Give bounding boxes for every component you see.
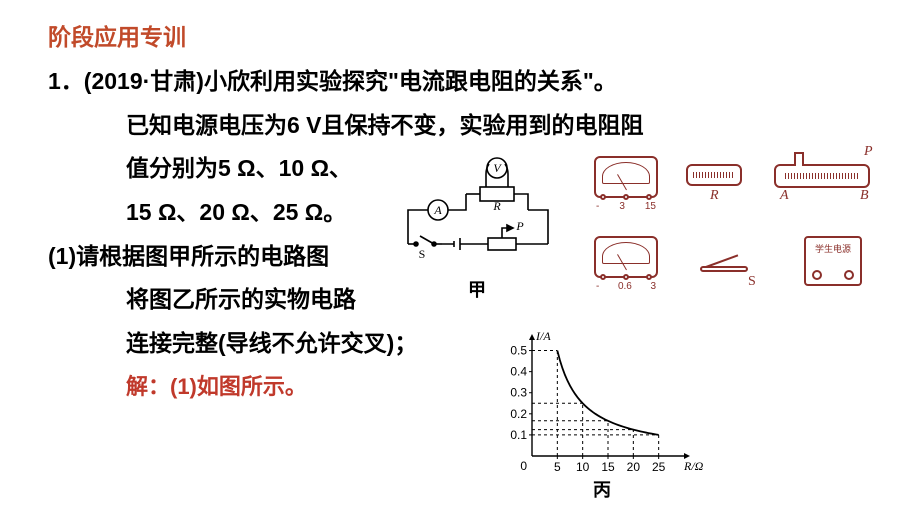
am-s0: - xyxy=(596,281,599,292)
resistor-label: R xyxy=(492,199,501,213)
q-l0: 小欣利用实验探究"电流跟电阻的关系"。 xyxy=(204,68,617,94)
q-source: (2019·甘肃) xyxy=(84,68,204,94)
schematic-caption: 甲 xyxy=(468,276,486,302)
ammeter-label: A xyxy=(433,203,442,217)
q-number: 1． xyxy=(48,68,84,94)
voltmeter-label: V xyxy=(493,161,502,175)
vm-s1: 3 xyxy=(619,201,625,212)
svg-text:R/Ω: R/Ω xyxy=(683,459,704,473)
psu-label: 学生电源 xyxy=(806,242,860,255)
vm-s2: 15 xyxy=(645,201,656,212)
svg-text:0: 0 xyxy=(520,459,527,473)
ammeter-physical: - 0.6 3 xyxy=(594,236,658,278)
switch-label: S xyxy=(419,247,426,261)
am-s1: 0.6 xyxy=(618,281,632,292)
q-line-1: 1．(2019·甘肃)小欣利用实验探究"电流跟电阻的关系"。 xyxy=(48,60,888,104)
svg-text:0.3: 0.3 xyxy=(510,386,527,400)
rheostat-physical xyxy=(774,164,870,188)
power-supply: 学生电源 xyxy=(804,236,862,286)
resistor-R-label: R xyxy=(710,188,719,204)
B-label: B xyxy=(860,188,869,204)
slider-label: P xyxy=(515,219,524,233)
switch-physical xyxy=(700,252,748,272)
S-label: S xyxy=(748,274,756,290)
svg-text:I/A: I/A xyxy=(535,330,551,343)
svg-text:5: 5 xyxy=(554,460,561,474)
graph-svg: I/A R/Ω 0.1 0.2 0.3 0.4 0.5 5 10 15 20 25 0 xyxy=(498,330,708,480)
p1-l0: 请根据图甲所示的电路图 xyxy=(76,243,329,269)
svg-text:25: 25 xyxy=(652,460,666,474)
svg-text:20: 20 xyxy=(627,460,641,474)
svg-text:0.4: 0.4 xyxy=(510,365,527,379)
schematic-jia: A V R S P 甲 xyxy=(388,154,568,284)
svg-text:10: 10 xyxy=(576,460,590,474)
am-s2: 3 xyxy=(650,281,656,292)
figure-area: A V R S P 甲 - 3 15 R P A B xyxy=(388,150,898,500)
graph-bing: I/A R/Ω 0.1 0.2 0.3 0.4 0.5 5 10 15 20 25 0 丙 xyxy=(498,330,708,500)
svg-text:0.1: 0.1 xyxy=(510,428,527,442)
voltmeter-physical: - 3 15 xyxy=(594,156,658,198)
part1-label: (1) xyxy=(48,243,76,269)
section-header: 阶段应用专训 xyxy=(48,18,186,52)
schematic-svg: A V R S P xyxy=(388,154,568,274)
graph-caption: 丙 xyxy=(593,476,611,502)
svg-text:0.2: 0.2 xyxy=(510,407,527,421)
svg-text:0.5: 0.5 xyxy=(510,344,527,358)
P-label: P xyxy=(864,144,873,160)
q-l1: 已知电源电压为6 V且保持不变，实验用到的电阻阻 xyxy=(48,104,888,148)
vm-s0: - xyxy=(596,201,599,212)
resistor-physical xyxy=(686,164,742,186)
A-label: A xyxy=(780,188,789,204)
apparatus-yi: - 3 15 R P A B - 0.6 3 S xyxy=(588,150,888,330)
svg-text:15: 15 xyxy=(601,460,615,474)
